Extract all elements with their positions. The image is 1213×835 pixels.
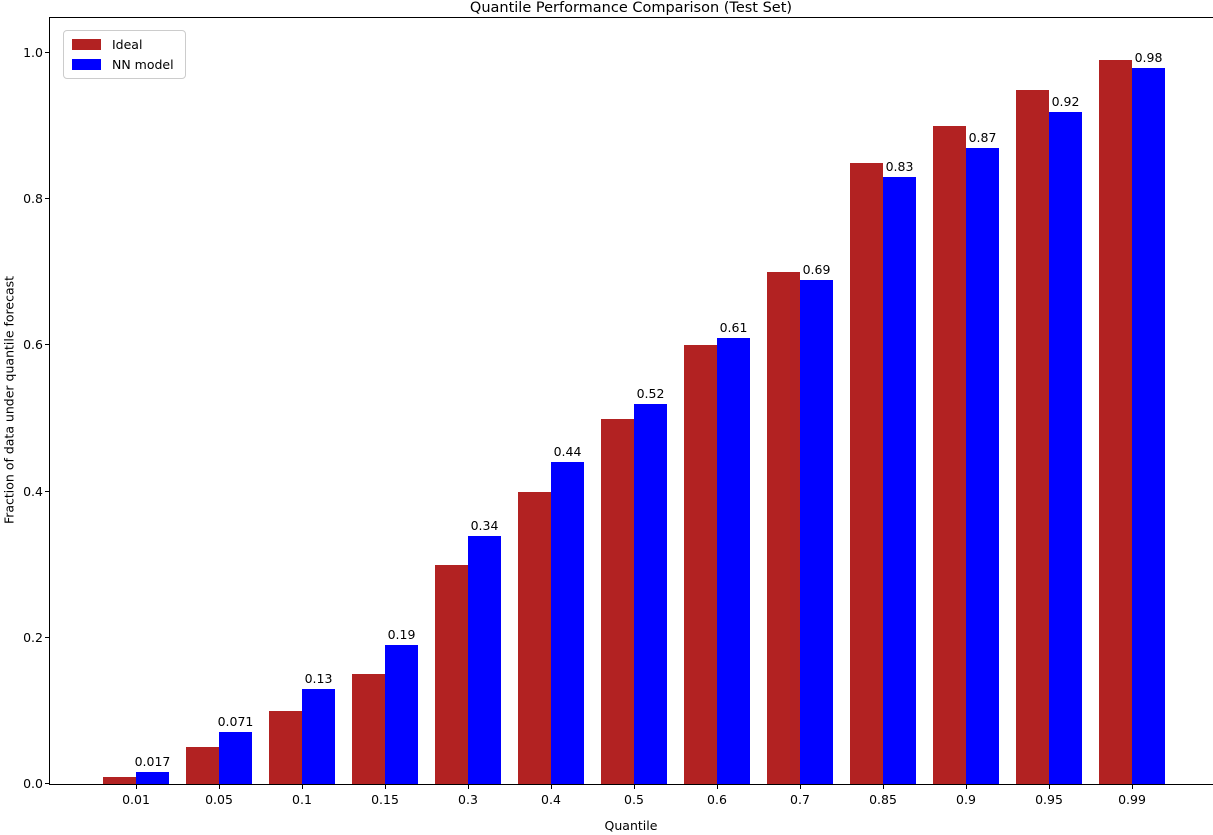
bar-value-label: 0.017	[134, 753, 171, 769]
y-tick-label: 0.0	[23, 776, 43, 791]
bar-value-label: 0.44	[553, 444, 582, 460]
bar-ideal-0.5	[601, 418, 634, 784]
y-tick	[45, 198, 49, 200]
legend-item-ideal: Ideal	[72, 37, 174, 52]
bar-ideal-0.99	[1099, 60, 1132, 784]
x-tick	[800, 785, 801, 789]
bar-ideal-0.4	[518, 491, 551, 784]
bar-ideal-0.9	[933, 126, 966, 784]
x-tick	[966, 785, 967, 789]
bar-ideal-0.85	[850, 162, 883, 784]
x-tick-label: 0.95	[1035, 792, 1063, 807]
x-axis-label: Quantile	[604, 818, 658, 833]
bar-value-label: 0.19	[387, 627, 416, 643]
x-tick-label: 0.1	[292, 792, 312, 807]
y-tick	[45, 52, 49, 54]
x-tick	[883, 785, 884, 789]
x-tick	[136, 785, 137, 789]
bar-ideal-0.01	[103, 776, 136, 784]
x-tick	[717, 785, 718, 789]
x-tick-label: 0.6	[707, 792, 727, 807]
legend-item-nn-model: NN model	[72, 57, 174, 72]
chart-title: Quantile Performance Comparison (Test Se…	[469, 0, 793, 16]
bar-ideal-0.7	[767, 272, 800, 784]
x-tick	[385, 785, 386, 789]
x-tick-label: 0.7	[790, 792, 810, 807]
bar-value-label: 0.34	[470, 517, 499, 533]
bar-nn-model-0.01	[136, 771, 169, 784]
x-tick-label: 0.9	[956, 792, 976, 807]
bar-nn-model-0.6	[717, 338, 750, 784]
x-tick-label: 0.5	[624, 792, 644, 807]
bar-nn-model-0.9	[966, 148, 999, 784]
bar-nn-model-0.99	[1132, 67, 1165, 784]
y-tick	[45, 344, 49, 346]
x-tick	[551, 785, 552, 789]
y-tick	[45, 636, 49, 638]
bar-nn-model-0.15	[385, 645, 418, 784]
bar-ideal-0.95	[1016, 89, 1049, 784]
bar-value-label: 0.87	[968, 130, 997, 146]
bar-ideal-0.6	[684, 345, 717, 784]
y-tick-label: 0.8	[23, 191, 43, 207]
bar-nn-model-0.5	[634, 403, 667, 784]
bar-value-label: 0.61	[719, 320, 748, 336]
x-tick	[634, 785, 635, 789]
bar-nn-model-0.85	[883, 177, 916, 784]
bar-nn-model-0.95	[1049, 111, 1082, 784]
x-tick-label: 0.85	[869, 792, 897, 807]
bar-value-label: 0.071	[217, 714, 254, 730]
y-tick-label: 0.6	[23, 337, 43, 353]
y-tick-label: 0.2	[23, 629, 43, 645]
x-tick-label: 0.99	[1118, 792, 1146, 807]
bar-ideal-0.15	[352, 674, 385, 784]
bar-ideal-0.3	[435, 564, 468, 784]
y-tick	[45, 783, 49, 784]
bar-nn-model-0.05	[219, 732, 252, 784]
x-tick-label: 0.01	[122, 792, 150, 807]
x-tick-label: 0.4	[541, 792, 561, 807]
bar-nn-model-0.4	[551, 462, 584, 784]
legend-swatch-ideal-icon	[72, 39, 101, 50]
legend-swatch-nn-model-icon	[72, 59, 101, 70]
x-tick-label: 0.15	[371, 792, 399, 807]
bar-nn-model-0.1	[302, 688, 335, 784]
bar-ideal-0.05	[186, 747, 219, 784]
x-tick	[1049, 785, 1050, 789]
bar-value-label: 0.98	[1134, 49, 1163, 65]
bar-ideal-0.1	[269, 710, 302, 784]
bar-value-label: 0.83	[885, 159, 914, 175]
bar-nn-model-0.3	[468, 535, 501, 784]
y-tick-label: 1.0	[23, 45, 43, 61]
x-tick	[219, 785, 220, 789]
legend-label-ideal: Ideal	[112, 37, 143, 52]
legend-label-nn-model: NN model	[112, 57, 174, 72]
plot-area: 0.017 0.01 0.071 0.05 0.13 0.1 0.19 0.15 0.34 0.3…	[23, 17, 1213, 807]
bar-value-label: 0.13	[304, 670, 333, 686]
x-tick-label: 0.05	[205, 792, 233, 807]
x-tick	[468, 785, 469, 789]
y-tick-label: 0.4	[23, 483, 43, 499]
legend: Ideal NN model	[63, 30, 186, 79]
y-tick	[45, 490, 49, 492]
x-tick-label: 0.3	[458, 792, 478, 807]
bar-value-label: 0.69	[802, 261, 831, 277]
x-tick	[1132, 785, 1133, 789]
x-tick	[302, 785, 303, 789]
bar-nn-model-0.7	[800, 279, 833, 784]
bar-value-label: 0.92	[1051, 93, 1080, 109]
bar-value-label: 0.52	[636, 385, 665, 401]
